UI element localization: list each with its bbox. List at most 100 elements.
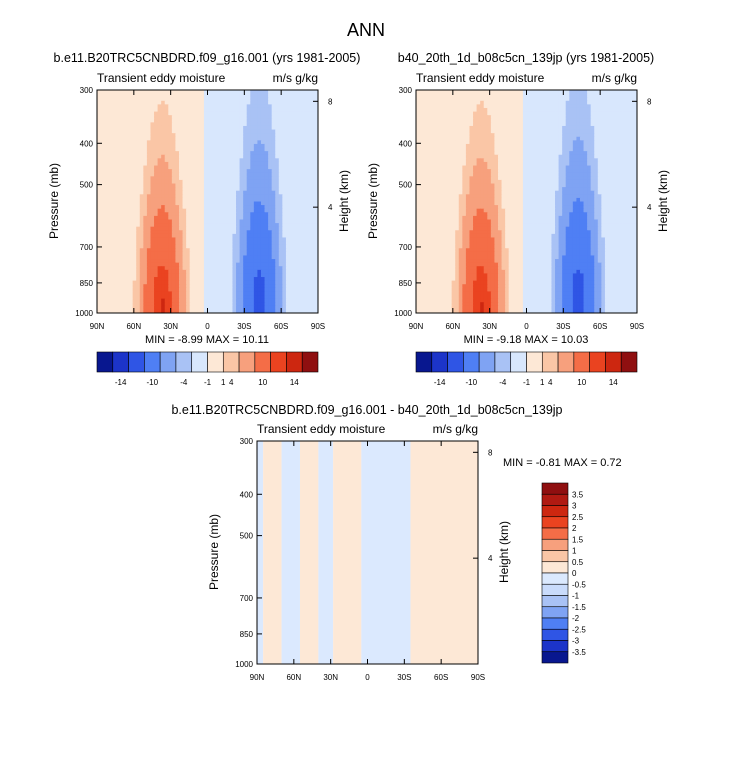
field-cell xyxy=(214,215,219,221)
field-cell xyxy=(214,223,219,228)
field-cell xyxy=(228,215,234,221)
field-cell xyxy=(303,237,308,242)
field-cell xyxy=(626,125,631,131)
field-cell xyxy=(143,244,148,249)
field-cell xyxy=(182,291,187,296)
field-cell xyxy=(619,115,624,120)
field-cell xyxy=(171,305,177,311)
field-cell xyxy=(293,230,298,235)
field-cell xyxy=(590,104,595,109)
field-cell xyxy=(114,111,119,116)
field-cell xyxy=(168,165,173,170)
field-cell xyxy=(203,298,209,303)
field-cell xyxy=(132,208,137,213)
field-cell xyxy=(271,190,276,195)
field-cell xyxy=(139,187,144,192)
field-cell xyxy=(271,251,276,257)
field-cell xyxy=(594,133,599,138)
field-cell xyxy=(314,136,318,141)
field-cell xyxy=(150,143,155,149)
field-cell xyxy=(236,284,241,289)
field-cell xyxy=(437,151,442,156)
field-cell xyxy=(104,248,109,253)
field-cell xyxy=(146,111,152,116)
field-cell xyxy=(282,165,287,170)
field-cell xyxy=(203,248,209,253)
field-cell xyxy=(260,237,266,242)
field-cell xyxy=(193,165,198,170)
field-cell xyxy=(175,176,180,181)
field-cell xyxy=(107,223,112,228)
field-cell xyxy=(114,309,119,313)
field-cell xyxy=(182,215,187,221)
field-cell xyxy=(228,223,234,228)
field-cell xyxy=(161,201,166,206)
field-cell xyxy=(121,305,127,311)
field-cell xyxy=(186,215,191,221)
field-cell xyxy=(303,295,308,300)
field-cell xyxy=(186,187,191,192)
field-cell xyxy=(146,291,152,296)
field-cell xyxy=(157,298,162,303)
field-cell xyxy=(622,143,627,149)
field-cell xyxy=(200,125,205,131)
field-cell xyxy=(161,136,166,141)
field-cell xyxy=(303,262,308,267)
field-cell xyxy=(100,197,105,203)
field-cell xyxy=(622,129,627,134)
field-cell xyxy=(303,143,308,149)
field-cell xyxy=(178,201,184,206)
field-cell xyxy=(239,107,244,113)
field-cell xyxy=(125,136,130,141)
field-cell xyxy=(278,241,283,246)
field-cell xyxy=(250,201,255,206)
field-cell xyxy=(97,147,102,152)
field-cell xyxy=(437,115,442,120)
field-cell xyxy=(104,255,109,260)
field-cell xyxy=(264,104,269,109)
field-cell xyxy=(164,190,169,195)
field-cell xyxy=(189,118,194,123)
field-cell xyxy=(612,100,617,105)
field-cell xyxy=(278,237,283,242)
field-cell xyxy=(211,244,216,249)
field-cell xyxy=(612,125,617,131)
field-cell xyxy=(268,107,273,113)
field-cell xyxy=(121,187,127,192)
field-cell xyxy=(629,147,635,152)
field-cell xyxy=(293,280,298,285)
field-cell xyxy=(239,244,244,249)
field-cell xyxy=(132,147,137,152)
field-cell xyxy=(154,122,159,127)
field-cell xyxy=(186,172,191,177)
field-cell xyxy=(236,208,241,213)
field-cell xyxy=(505,118,510,123)
field-cell xyxy=(264,233,269,239)
field-cell xyxy=(612,115,617,120)
field-cell xyxy=(203,244,209,249)
field-cell xyxy=(161,291,166,296)
field-cell xyxy=(200,248,205,253)
field-cell xyxy=(444,118,449,123)
field-cell xyxy=(175,237,180,242)
field-cell xyxy=(423,90,428,95)
field-cell xyxy=(562,97,567,102)
field-cell xyxy=(243,165,248,170)
field-cell xyxy=(285,107,291,113)
field-cell xyxy=(480,136,485,141)
field-cell xyxy=(182,122,187,127)
field-cell xyxy=(293,208,298,213)
field-cell xyxy=(193,151,198,156)
field-cell xyxy=(260,179,266,185)
field-cell xyxy=(121,259,127,264)
field-cell xyxy=(246,197,251,203)
field-cell xyxy=(268,230,273,235)
field-cell xyxy=(307,172,312,177)
field-cell xyxy=(433,104,438,109)
field-cell xyxy=(555,118,560,123)
field-cell xyxy=(107,151,112,156)
field-cell xyxy=(225,140,230,145)
field-cell xyxy=(104,291,109,296)
field-cell xyxy=(161,190,166,195)
field-cell xyxy=(458,129,463,134)
